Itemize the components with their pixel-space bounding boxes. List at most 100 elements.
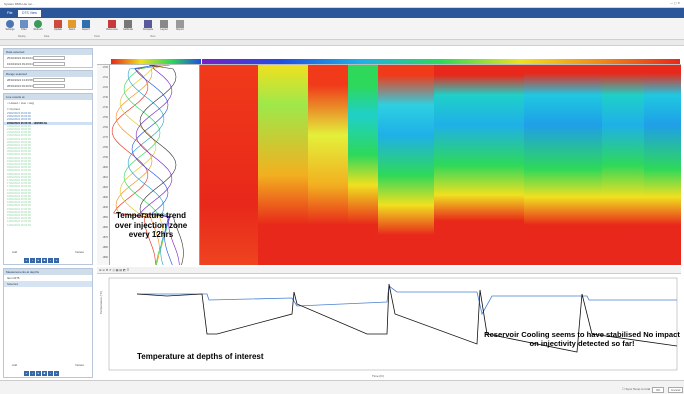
first-icon[interactable]: « (24, 258, 29, 263)
list-item[interactable]: 16/02/2024 00:00:00 (7, 201, 31, 205)
layout-button[interactable]: Layout (158, 20, 170, 34)
calibrate-button[interactable]: Calibrate (122, 20, 134, 34)
compare-button[interactable]: Compare (142, 20, 154, 34)
next-icon[interactable]: › (48, 371, 53, 376)
cancel-button[interactable]: Cancel (668, 387, 684, 393)
prev-icon[interactable]: ‹ (30, 371, 35, 376)
settings-button[interactable]: Settings (4, 20, 16, 34)
list-item[interactable]: 18/02/2024 06:00:00 (7, 172, 31, 176)
heatmap-band (602, 65, 644, 265)
filter-icon (20, 20, 28, 28)
list-item[interactable]: 23/02/2024 00:00:00 (7, 112, 31, 115)
list-item[interactable]: 18/02/2024 12:00:00 (7, 169, 31, 173)
depth-time-heatmap[interactable] (200, 65, 681, 265)
add-button[interactable]: Add (12, 250, 18, 254)
range-row[interactable]: 28/02/2024 13:49:58 (4, 77, 92, 83)
list-item[interactable]: 21/02/2024 18:00:00 (7, 127, 31, 131)
list-item[interactable]: 20/02/2024 18:00:00 (7, 140, 31, 144)
heatmap-band (378, 65, 434, 265)
prev-icon[interactable]: ‹ (30, 258, 35, 263)
list-item[interactable]: 22/02/2024 00:00:00 (7, 124, 31, 128)
report-button[interactable]: Report (174, 20, 186, 34)
range-field[interactable] (33, 78, 66, 83)
radio-avg[interactable]: ○ Avg (26, 101, 34, 105)
stop-icon[interactable]: ■ (42, 371, 47, 376)
list-item[interactable]: 15/02/2024 00:00:00 (7, 214, 31, 217)
panel-title: Measurements at depths (4, 269, 92, 275)
export-button[interactable]: Export (80, 20, 92, 34)
date-row[interactable]: 19/02/2024 09:49:04 (4, 61, 92, 67)
range-row[interactable]: 28/02/2024 09:49:54 (4, 83, 92, 89)
measurement-item[interactable]: Selected (4, 281, 92, 287)
last-icon[interactable]: » (54, 258, 59, 263)
update-button[interactable]: Update (52, 20, 64, 34)
list-item[interactable]: 19/02/2024 12:00:00 (7, 156, 31, 160)
list-item[interactable]: 23/02/2024 06:00:00 (7, 115, 31, 119)
measurement-item[interactable]: Item 2275 (7, 276, 20, 280)
depth-tick: 1750 (102, 116, 108, 119)
list-item[interactable]: 20/02/2024 06:00:00 (7, 147, 31, 151)
options-row: ○ Linked ○ Live ○ Avg (4, 100, 92, 106)
date-field[interactable] (33, 56, 66, 61)
data-selected-panel: Data selected 25/02/2024 09:49:04 19/02/… (3, 48, 93, 68)
depth-temperature-trend-chart[interactable]: Temperature (°C) Time (hr) Temperature a… (97, 274, 681, 378)
list-item[interactable]: 18/02/2024 00:00:00 (7, 175, 31, 179)
depth-axis: 1700 1710 1720 1730 1740 1750 1760 1770 1780 1790… (97, 65, 110, 265)
tab-file[interactable]: File (7, 11, 13, 15)
list-item[interactable]: 15/02/2024 12:00:00 (7, 207, 31, 211)
list-item[interactable]: 16/02/2024 18:00:00 (7, 191, 31, 195)
list-item[interactable]: 14/02/2024 06:00:00 (7, 223, 31, 227)
date-row[interactable]: 25/02/2024 09:49:04 (4, 55, 92, 61)
refresh-button[interactable]: Refresh (32, 20, 44, 34)
last-icon[interactable]: » (54, 371, 59, 376)
add-button[interactable]: Add (12, 363, 18, 367)
depth-tick: 1770 (102, 136, 108, 139)
list-item[interactable]: 15/02/2024 06:00:00 (7, 210, 31, 214)
list-item[interactable]: 17/02/2024 12:00:00 (7, 182, 31, 186)
list-item[interactable]: 21/02/2024 00:00:00 (7, 137, 31, 141)
next-icon[interactable]: › (48, 258, 53, 263)
alarm-button[interactable]: Alarm (66, 20, 78, 34)
sync-checkbox[interactable]: ☐ Sync Temp to Grid (622, 387, 651, 391)
list-item[interactable]: 21/02/2024 12:00:00 (7, 131, 31, 135)
list-item[interactable]: 17/02/2024 06:00:00 (7, 185, 31, 189)
delete-button[interactable]: Delete (75, 363, 84, 367)
list-item[interactable]: 18/02/2024 18:00:00 (7, 166, 31, 170)
window-controls[interactable]: — ▢ ✕ (669, 1, 680, 5)
temperature-profile-plot[interactable]: Temperature trend over injection zone ev… (110, 64, 200, 266)
ok-button[interactable]: OK (652, 387, 665, 393)
profile-annotation: Temperature trend over injection zone ev… (114, 211, 188, 240)
play-icon[interactable]: ▸ (36, 371, 41, 376)
delete-button[interactable]: Delete (75, 250, 84, 254)
stop-icon[interactable]: ■ (42, 258, 47, 263)
list-item[interactable]: 22/02/2024 18:00:00 (7, 118, 31, 122)
list-item[interactable]: 22/02/2024 06:00:00 - 19/2008 2m (4, 121, 92, 125)
list-item[interactable]: 20/02/2024 12:00:00 (7, 143, 31, 147)
filter-button[interactable]: Filter (18, 20, 30, 34)
list-item[interactable]: 19/02/2024 06:00:00 (7, 159, 31, 163)
list-item[interactable]: 16/02/2024 06:00:00 (7, 198, 31, 202)
tab-dts-view[interactable]: DTS View (18, 10, 42, 17)
list-item[interactable]: 21/02/2024 06:00:00 (7, 134, 31, 138)
list-item[interactable]: 16/02/2024 12:00:00 (7, 194, 31, 198)
reference-button[interactable]: Reference (106, 20, 118, 34)
first-icon[interactable]: « (24, 371, 29, 376)
current-checkbox[interactable]: ☐ Current (7, 107, 20, 111)
radio-live[interactable]: ○ Live (18, 101, 27, 105)
play-icon[interactable]: ▸ (36, 258, 41, 263)
date-field[interactable] (33, 62, 66, 67)
list-item[interactable]: 19/02/2024 18:00:00 (7, 153, 31, 157)
profile-traces (111, 64, 184, 266)
results-list[interactable]: 23/02/2024 00:00:00 23/02/2024 06:00:00 22… (4, 112, 92, 227)
list-item[interactable]: 14/02/2024 12:00:00 (7, 220, 31, 224)
list-item[interactable]: 20/02/2024 00:00:00 (7, 150, 31, 154)
radio-linked[interactable]: ○ Linked (7, 101, 18, 105)
list-item[interactable]: 14/02/2024 18:00:00 (7, 217, 31, 221)
list-item[interactable]: 15/02/2024 18:00:00 (7, 204, 31, 208)
chart-tools[interactable]: ⊕ ⊖ ✥ ↺ ⎙ ▦ ▤ ◩ ☰ (99, 268, 130, 272)
list-item[interactable]: 19/02/2024 00:00:00 (7, 163, 31, 166)
range-field[interactable] (33, 84, 66, 89)
list-item[interactable]: 17/02/2024 00:00:00 (7, 188, 31, 192)
list-item[interactable]: 17/02/2024 18:00:00 (7, 178, 31, 182)
depth-tick: 1830 (102, 196, 108, 199)
